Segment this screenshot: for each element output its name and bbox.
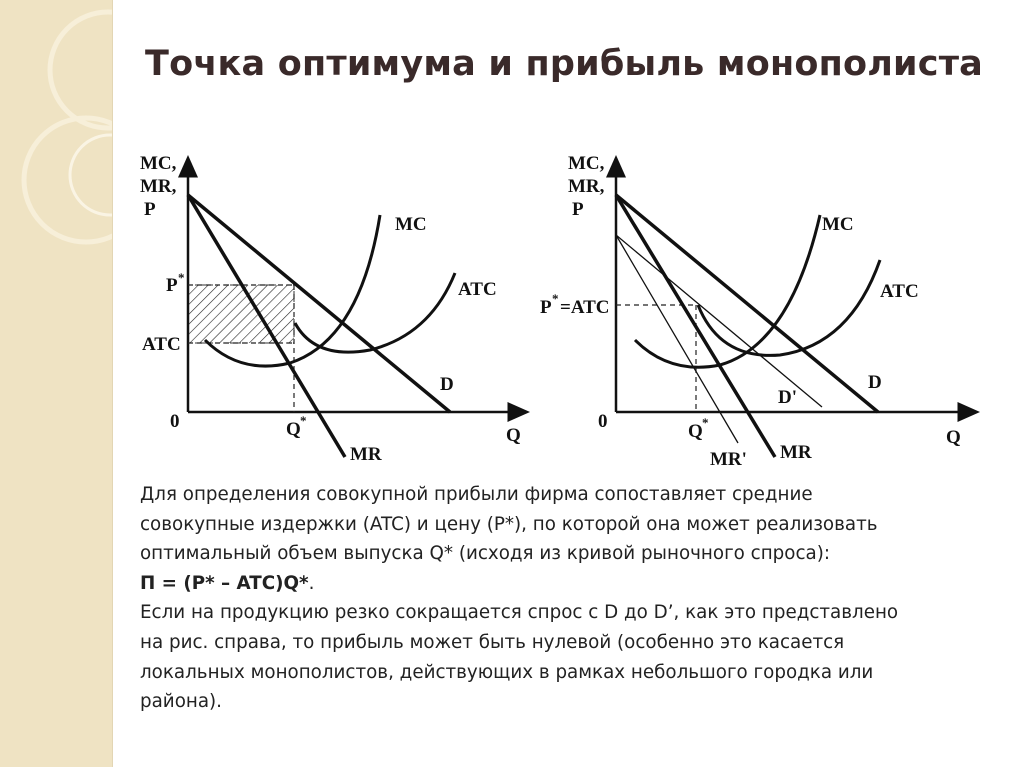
profit-area bbox=[187, 284, 295, 344]
demand-label: D bbox=[868, 372, 882, 393]
y-axis-label-line2: MR, bbox=[140, 176, 177, 197]
demand-prime-label: D' bbox=[778, 387, 797, 408]
profit-formula: П = (P* – ATC)Q* bbox=[140, 572, 309, 594]
left-graph-svg: MC, MR, P 0 Q P * ATC Q * MC ATC D MR bbox=[140, 153, 530, 465]
text-line-7: локальных монополистов, действующих в ра… bbox=[140, 661, 874, 683]
demand-curve bbox=[186, 193, 452, 414]
q-star-sup: * bbox=[702, 415, 709, 430]
p-atc-label-p: P bbox=[540, 297, 552, 318]
mr-curve bbox=[614, 194, 777, 458]
p-atc-label-rest: =ATC bbox=[560, 297, 610, 318]
origin-label: 0 bbox=[598, 411, 608, 432]
mr-label: MR bbox=[350, 444, 382, 465]
atc-level-label: ATC bbox=[142, 334, 181, 355]
mr-prime-label: MR' bbox=[710, 449, 747, 470]
p-atc-label-sup: * bbox=[552, 291, 559, 306]
explanation-text: Для определения совокупной прибыли фирма… bbox=[140, 480, 1010, 717]
y-axis-label-line2: MR, bbox=[568, 176, 605, 197]
demand-prime-curve bbox=[615, 234, 823, 408]
text-line-2: совокупные издержки (ATC) и цену (P*), п… bbox=[140, 513, 878, 535]
text-line-3: оптимальный объем выпуска Q* (исходя из … bbox=[140, 543, 831, 565]
y-axis-label-line3: P bbox=[572, 199, 584, 220]
formula-line: П = (P* – ATC)Q*. bbox=[140, 569, 1010, 599]
atc-label: ATC bbox=[880, 281, 919, 302]
mr-label: MR bbox=[780, 442, 812, 463]
q-star-sup: * bbox=[300, 413, 307, 428]
demand-curve bbox=[614, 193, 880, 414]
atc-curve bbox=[696, 259, 882, 357]
mc-curve bbox=[633, 214, 822, 369]
mc-curve bbox=[203, 214, 382, 368]
mc-label: MC bbox=[822, 214, 854, 235]
y-axis-label-line1: MC, bbox=[568, 153, 605, 174]
slide-title: Точка оптимума и прибыль монополиста bbox=[145, 44, 984, 84]
formula-end: . bbox=[308, 572, 315, 594]
p-star-sup: * bbox=[178, 270, 185, 285]
mc-label: MC bbox=[395, 214, 427, 235]
y-axis-label-line3: P bbox=[144, 199, 156, 220]
origin-label: 0 bbox=[170, 411, 180, 432]
mr-curve bbox=[186, 194, 347, 458]
left-graph: MC, MR, P 0 Q P * ATC Q * MC ATC D MR bbox=[130, 145, 550, 475]
p-star-label: P bbox=[166, 275, 178, 296]
right-graph: MC, MR, P 0 Q P * =ATC Q * MC ATC D D' M… bbox=[530, 145, 990, 475]
text-line-1: Для определения совокупной прибыли фирма… bbox=[140, 484, 813, 505]
text-line-5: Если на продукцию резко сокращается спро… bbox=[140, 602, 899, 624]
right-graph-svg: MC, MR, P 0 Q P * =ATC Q * MC ATC D D' M… bbox=[540, 153, 980, 470]
x-axis-label: Q bbox=[946, 427, 961, 448]
atc-label: ATC bbox=[458, 279, 497, 300]
q-star-label: Q bbox=[286, 419, 301, 440]
demand-label: D bbox=[440, 374, 454, 395]
decorative-circles bbox=[21, 9, 112, 245]
side-band bbox=[0, 0, 112, 767]
text-line-6: на рис. справа, то прибыль может быть ну… bbox=[140, 631, 845, 653]
y-axis-label-line1: MC, bbox=[140, 153, 177, 174]
side-divider bbox=[112, 0, 113, 767]
x-axis-label: Q bbox=[506, 425, 521, 446]
q-star-label: Q bbox=[688, 421, 703, 442]
atc-curve bbox=[293, 272, 457, 354]
mr-prime-curve bbox=[615, 234, 739, 444]
text-line-8: района). bbox=[140, 691, 222, 713]
